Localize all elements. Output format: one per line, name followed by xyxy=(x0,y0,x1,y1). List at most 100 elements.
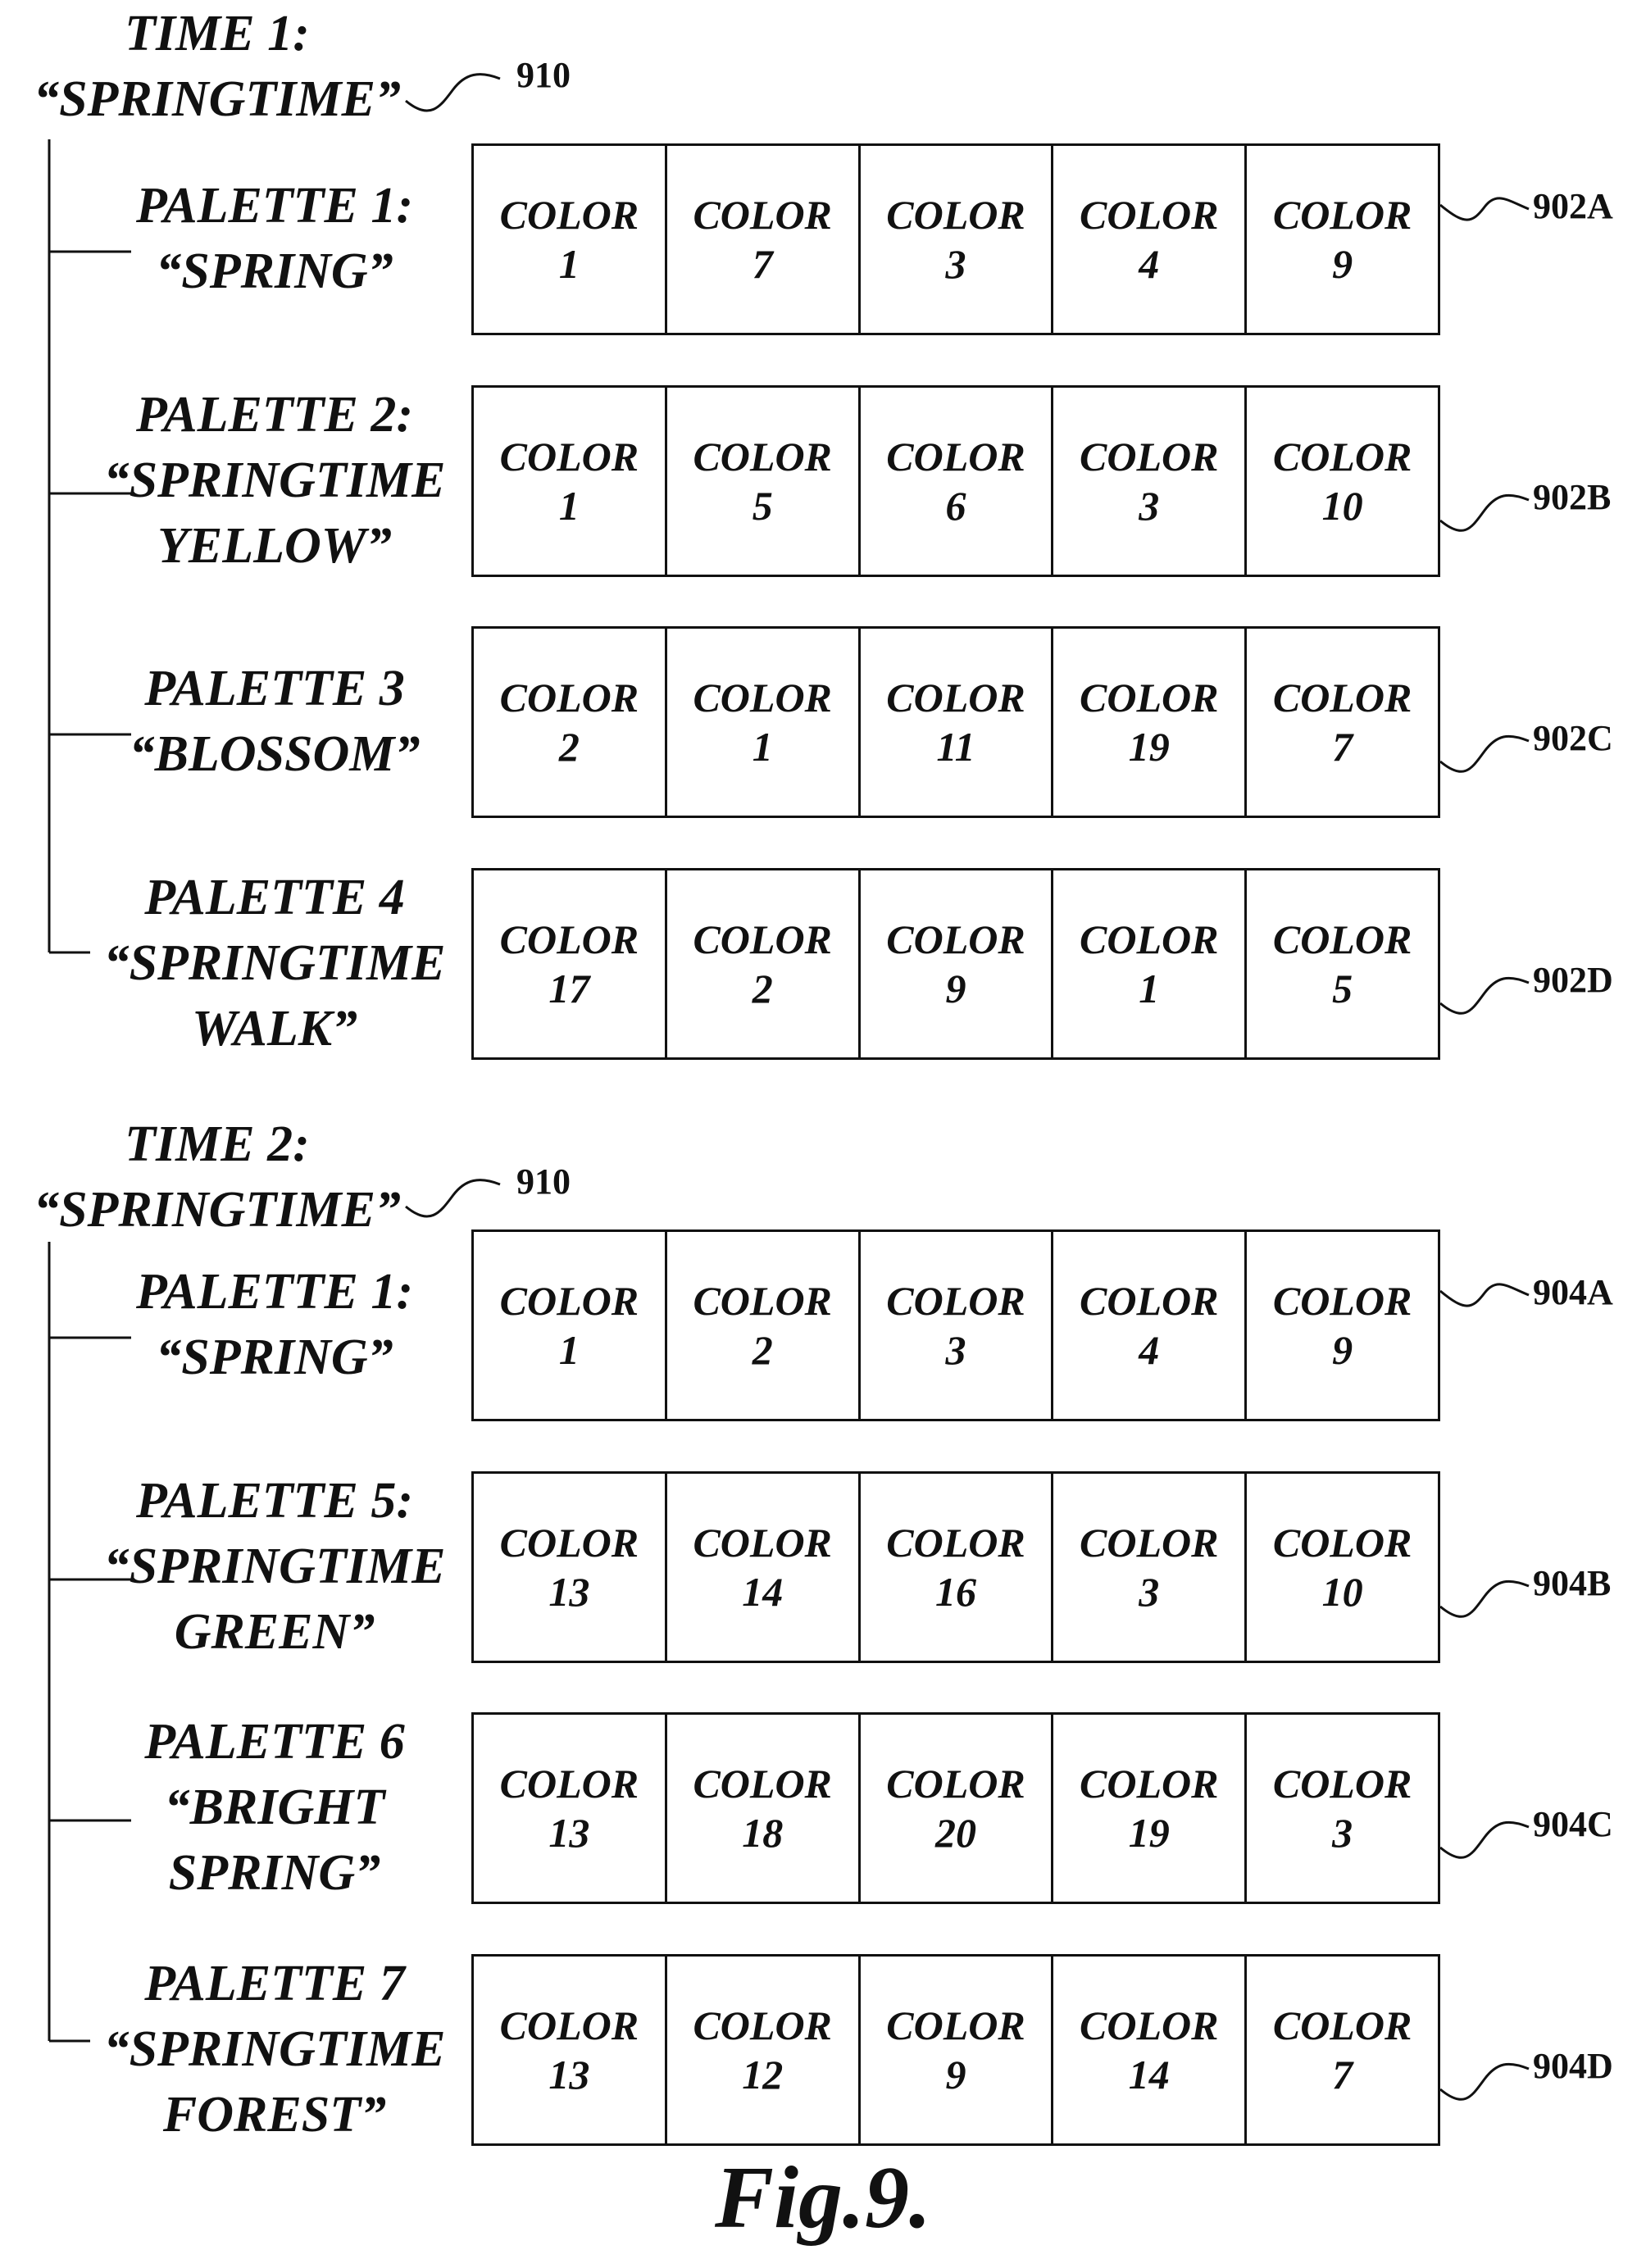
color-swatch: COLOR17 xyxy=(474,870,667,1057)
color-word: COLOR xyxy=(693,2001,831,2050)
color-word: COLOR xyxy=(500,2001,639,2050)
color-word: COLOR xyxy=(1080,432,1218,481)
color-number: 6 xyxy=(945,481,966,530)
palette-ref-number: 902C xyxy=(1533,720,1613,757)
color-swatch: COLOR7 xyxy=(1247,1957,1438,2143)
palette-label-line: “SPRING” xyxy=(86,1332,463,1383)
color-number: 9 xyxy=(1332,239,1353,289)
color-number: 2 xyxy=(559,722,580,771)
color-swatch: COLOR5 xyxy=(667,388,861,575)
color-word: COLOR xyxy=(1080,1518,1218,1567)
color-number: 19 xyxy=(1129,722,1170,771)
color-number: 14 xyxy=(742,1567,783,1616)
palette-ref-number: 904A xyxy=(1533,1275,1613,1311)
palette-color-row: COLOR1COLOR5COLOR6COLOR3COLOR10 xyxy=(471,385,1440,577)
color-number: 20 xyxy=(935,1808,976,1857)
color-number: 5 xyxy=(753,481,773,530)
color-swatch: COLOR7 xyxy=(667,146,861,333)
color-swatch: COLOR3 xyxy=(861,146,1054,333)
color-number: 13 xyxy=(548,1567,589,1616)
palette-label-line: PALETTE 6 xyxy=(86,1716,463,1767)
color-number: 3 xyxy=(1139,1567,1159,1616)
color-word: COLOR xyxy=(1273,915,1412,964)
color-word: COLOR xyxy=(693,915,831,964)
color-swatch: COLOR3 xyxy=(1053,1474,1247,1661)
color-word: COLOR xyxy=(693,190,831,239)
color-number: 14 xyxy=(1129,2050,1170,2099)
color-swatch: COLOR10 xyxy=(1247,1474,1438,1661)
color-number: 1 xyxy=(753,722,773,771)
color-word: COLOR xyxy=(1273,190,1412,239)
palette-label-line: PALETTE 5: xyxy=(86,1475,463,1526)
color-swatch: COLOR20 xyxy=(861,1715,1054,1902)
color-word: COLOR xyxy=(500,1276,639,1325)
palette-ref-leader xyxy=(1440,495,1529,530)
palette-label-line: YELLOW” xyxy=(86,520,463,571)
color-word: COLOR xyxy=(1273,673,1412,722)
color-word: COLOR xyxy=(886,432,1025,481)
color-word: COLOR xyxy=(693,432,831,481)
palette-color-row: COLOR13COLOR14COLOR16COLOR3COLOR10 xyxy=(471,1471,1440,1663)
color-number: 1 xyxy=(559,481,580,530)
palette-ref-number: 902D xyxy=(1533,962,1613,998)
color-word: COLOR xyxy=(1273,1518,1412,1567)
color-word: COLOR xyxy=(886,1276,1025,1325)
palette-ref-leader xyxy=(1440,1581,1529,1616)
palette-ref-leader xyxy=(1440,198,1529,220)
color-word: COLOR xyxy=(886,915,1025,964)
color-word: COLOR xyxy=(1273,1759,1412,1808)
color-swatch: COLOR4 xyxy=(1053,146,1247,333)
color-word: COLOR xyxy=(500,673,639,722)
color-word: COLOR xyxy=(500,915,639,964)
color-swatch: COLOR13 xyxy=(474,1715,667,1902)
color-swatch: COLOR3 xyxy=(861,1232,1054,1419)
color-word: COLOR xyxy=(693,673,831,722)
color-word: COLOR xyxy=(1080,915,1218,964)
palette-color-row: COLOR1COLOR2COLOR3COLOR4COLOR9 xyxy=(471,1229,1440,1421)
palette-label-line: SPRING” xyxy=(86,1848,463,1898)
palette-label-line: “BRIGHT xyxy=(86,1782,463,1833)
color-number: 9 xyxy=(945,964,966,1013)
color-number: 9 xyxy=(945,2050,966,2099)
palette-ref-number: 904D xyxy=(1533,2048,1613,2084)
palette-label-line: PALETTE 2: xyxy=(86,389,463,440)
palette-label-line: “SPRINGTIME xyxy=(86,938,463,989)
color-swatch: COLOR9 xyxy=(1247,1232,1438,1419)
color-swatch: COLOR14 xyxy=(1053,1957,1247,2143)
color-number: 10 xyxy=(1322,1567,1363,1616)
color-number: 18 xyxy=(742,1808,783,1857)
palette-label-line: PALETTE 4 xyxy=(86,872,463,923)
color-word: COLOR xyxy=(886,1759,1025,1808)
color-number: 13 xyxy=(548,2050,589,2099)
color-number: 4 xyxy=(1139,239,1159,289)
palette-ref-number: 902A xyxy=(1533,189,1613,225)
palette-label-line: PALETTE 7 xyxy=(86,1958,463,2009)
color-swatch: COLOR1 xyxy=(1053,870,1247,1057)
color-number: 2 xyxy=(753,964,773,1013)
color-number: 3 xyxy=(1139,481,1159,530)
color-word: COLOR xyxy=(693,1518,831,1567)
palette-color-row: COLOR13COLOR12COLOR9COLOR14COLOR7 xyxy=(471,1954,1440,2146)
color-word: COLOR xyxy=(1080,190,1218,239)
color-swatch: COLOR18 xyxy=(667,1715,861,1902)
color-swatch: COLOR5 xyxy=(1247,870,1438,1057)
color-swatch: COLOR9 xyxy=(861,870,1054,1057)
palette-label-line: FOREST” xyxy=(86,2089,463,2140)
color-number: 1 xyxy=(559,1325,580,1375)
color-number: 9 xyxy=(1332,1325,1353,1375)
palette-ref-leader xyxy=(1440,978,1529,1013)
color-swatch: COLOR13 xyxy=(474,1957,667,2143)
color-swatch: COLOR1 xyxy=(474,388,667,575)
color-swatch: COLOR12 xyxy=(667,1957,861,2143)
color-number: 7 xyxy=(753,239,773,289)
palette-label-line: PALETTE 1: xyxy=(86,180,463,231)
color-number: 2 xyxy=(753,1325,773,1375)
color-number: 19 xyxy=(1129,1808,1170,1857)
color-swatch: COLOR1 xyxy=(474,146,667,333)
color-swatch: COLOR19 xyxy=(1053,629,1247,816)
palette-label-line: “SPRING” xyxy=(86,246,463,297)
group-title-line2: “SPRINGTIME” xyxy=(0,74,463,125)
palette-ref-leader xyxy=(1440,1822,1529,1857)
color-swatch: COLOR3 xyxy=(1053,388,1247,575)
color-word: COLOR xyxy=(500,1518,639,1567)
